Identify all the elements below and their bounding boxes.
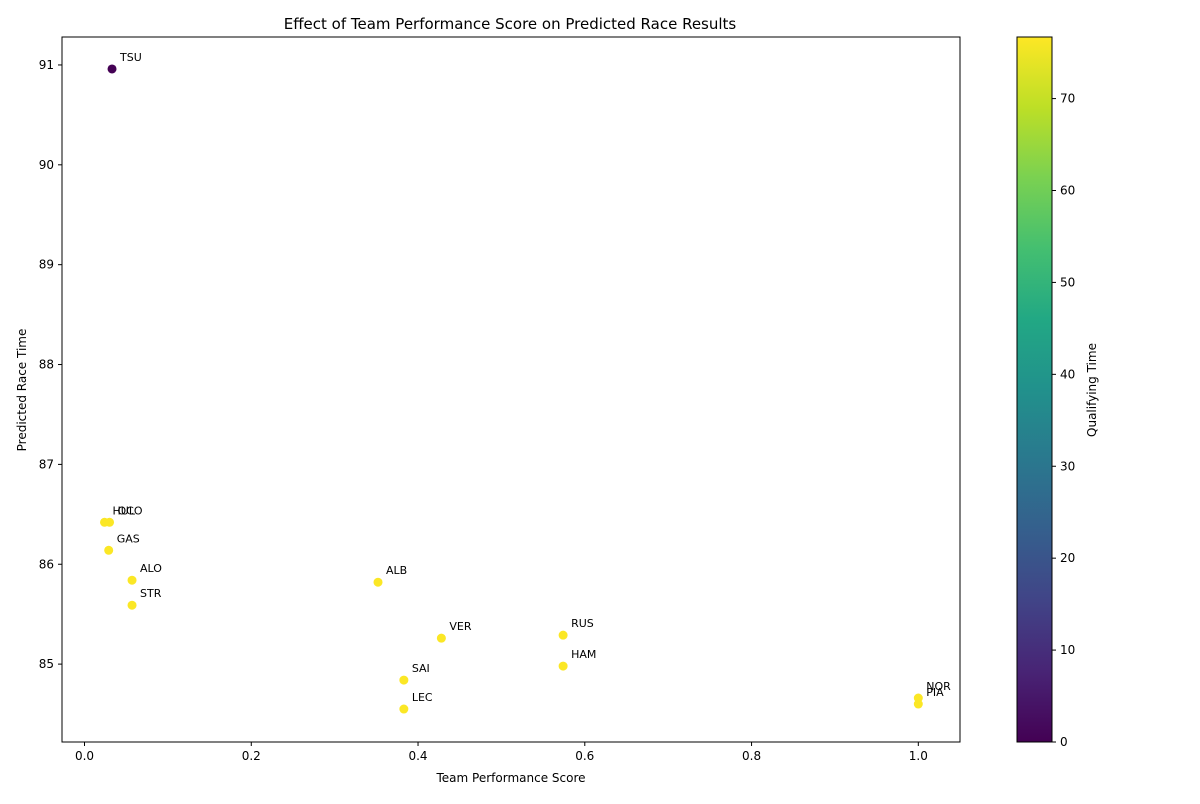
colorbar-tick-label: 20 bbox=[1060, 551, 1075, 565]
y-tick-label: 85 bbox=[39, 657, 54, 671]
data-point-str bbox=[127, 600, 137, 610]
y-tick-label: 89 bbox=[39, 258, 54, 272]
y-tick-label: 88 bbox=[39, 358, 54, 372]
colorbar-label: Qualifying Time bbox=[1085, 343, 1099, 437]
chart-title: Effect of Team Performance Score on Pred… bbox=[284, 15, 737, 33]
y-axis-label: Predicted Race Time bbox=[15, 329, 29, 452]
colorbar-tick-label: 30 bbox=[1060, 459, 1075, 473]
data-point-oco bbox=[105, 517, 115, 527]
data-points bbox=[100, 64, 923, 714]
y-tick-label: 86 bbox=[39, 557, 54, 571]
colorbar-tick-label: 0 bbox=[1060, 735, 1068, 749]
point-label-rus: RUS bbox=[571, 617, 594, 630]
point-label-str: STR bbox=[140, 587, 162, 600]
data-point-ver bbox=[436, 633, 446, 643]
point-label-alb: ALB bbox=[386, 564, 407, 577]
x-tick-label: 0.6 bbox=[575, 749, 594, 763]
x-tick-label: 0.8 bbox=[742, 749, 761, 763]
y-tick-label: 91 bbox=[39, 58, 54, 72]
point-label-ham: HAM bbox=[571, 648, 596, 661]
colorbar-tick-label: 60 bbox=[1060, 184, 1075, 198]
data-point-rus bbox=[558, 630, 568, 640]
plot-frame bbox=[61, 36, 961, 743]
point-label-gas: GAS bbox=[117, 532, 140, 545]
colorbar bbox=[1016, 36, 1053, 743]
x-axis-label: Team Performance Score bbox=[436, 771, 586, 785]
x-tick-label: 0.4 bbox=[408, 749, 427, 763]
x-tick-label: 0.0 bbox=[75, 749, 94, 763]
y-tick-label: 87 bbox=[39, 457, 54, 471]
data-point-sai bbox=[399, 675, 409, 685]
data-point-alo bbox=[127, 575, 137, 585]
x-axis: 0.0 0.2 0.4 0.6 0.8 1.0 bbox=[75, 742, 928, 763]
colorbar-tick-label: 40 bbox=[1060, 367, 1075, 381]
colorbar-tick-label: 50 bbox=[1060, 275, 1075, 289]
point-label-ver: VER bbox=[449, 620, 471, 633]
y-tick-label: 90 bbox=[39, 158, 54, 172]
data-point-ham bbox=[558, 661, 568, 671]
colorbar-tick-label: 10 bbox=[1060, 643, 1075, 657]
colorbar-tick-label: 70 bbox=[1060, 92, 1075, 106]
point-label-nor: NOR bbox=[926, 680, 951, 693]
data-point-tsu bbox=[107, 64, 117, 74]
data-point-alb bbox=[373, 577, 383, 587]
x-tick-label: 1.0 bbox=[909, 749, 928, 763]
y-axis: 85 86 87 88 89 90 91 bbox=[39, 58, 62, 671]
data-point-lec bbox=[399, 704, 409, 714]
point-label-alo: ALO bbox=[140, 562, 162, 575]
point-label-hul: HUL bbox=[113, 504, 136, 517]
point-label-pia: PIA bbox=[926, 686, 944, 699]
point-label-sai: SAI bbox=[412, 662, 430, 675]
x-tick-label: 0.2 bbox=[242, 749, 261, 763]
point-label-oco: OCO bbox=[118, 504, 143, 517]
data-point-gas bbox=[104, 545, 114, 555]
point-label-tsu: TSU bbox=[119, 51, 142, 64]
colorbar-ticks: 0 10 20 30 40 50 60 70 bbox=[1052, 92, 1075, 749]
point-label-lec: LEC bbox=[412, 691, 433, 704]
data-point-pia bbox=[913, 699, 923, 709]
